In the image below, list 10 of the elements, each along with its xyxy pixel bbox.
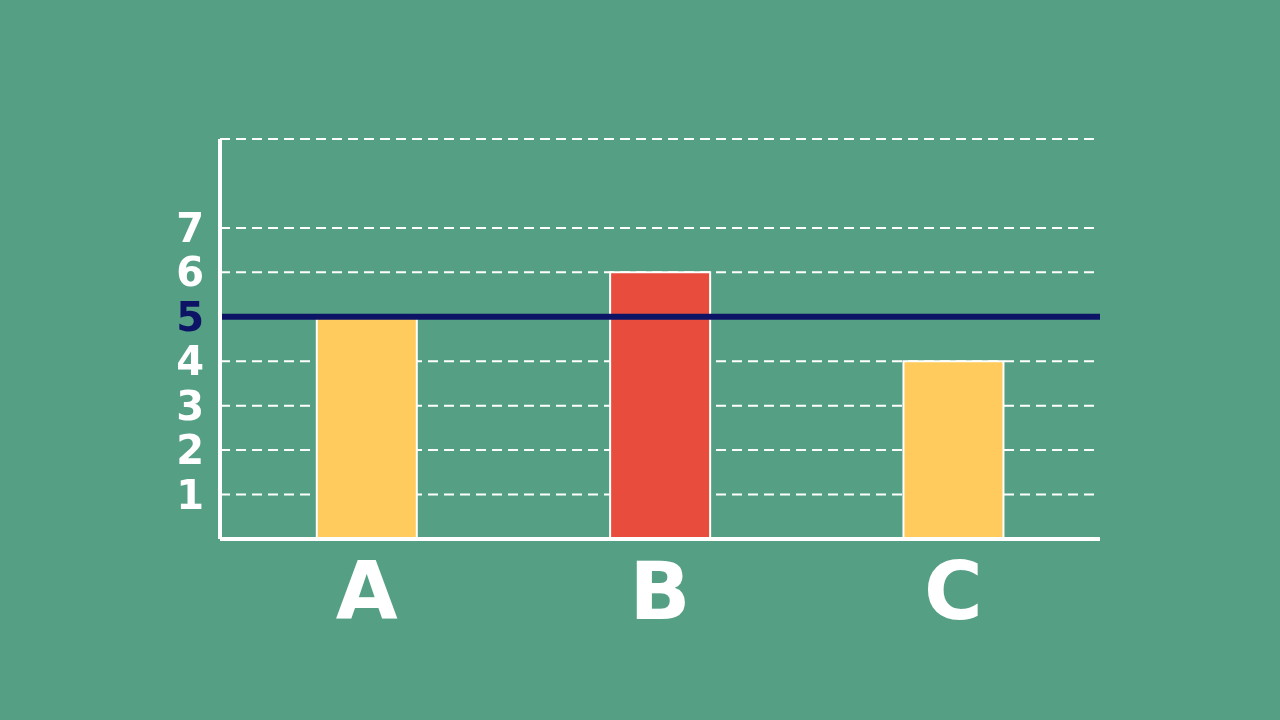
y-tick-label: 1 [176, 471, 204, 518]
x-tick-label: B [629, 545, 691, 638]
y-tick-label: 6 [176, 249, 204, 296]
y-tick-label: 2 [176, 427, 204, 474]
y-tick-label: 4 [176, 338, 204, 385]
y-tick-label: 5 [176, 293, 204, 340]
y-tick-label: 3 [176, 382, 204, 429]
x-tick-label: C [923, 545, 983, 638]
y-tick-label: 7 [176, 204, 204, 251]
x-tick-label: A [335, 545, 398, 638]
